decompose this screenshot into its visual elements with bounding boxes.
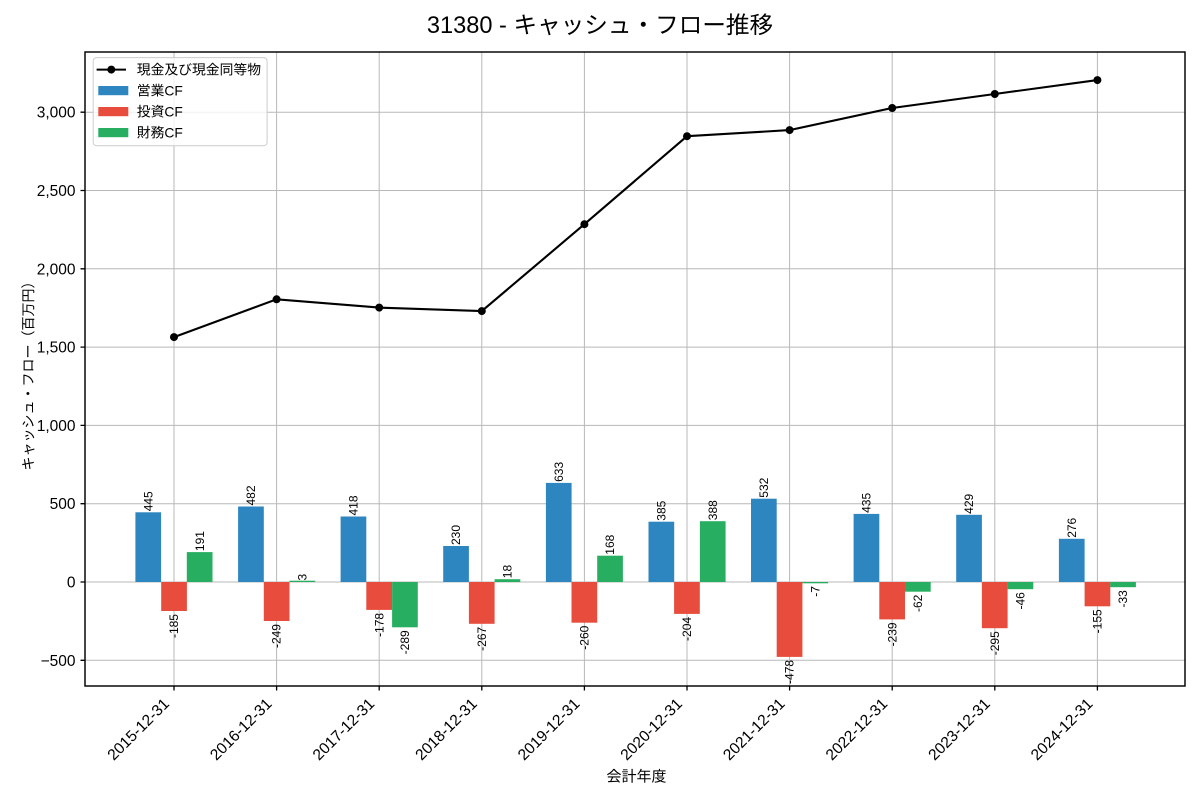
svg-text:385: 385 xyxy=(654,500,668,520)
svg-text:−500: −500 xyxy=(41,653,76,670)
svg-text:-204: -204 xyxy=(680,617,694,641)
svg-text:532: 532 xyxy=(757,477,771,497)
svg-text:445: 445 xyxy=(141,491,155,511)
svg-text:276: 276 xyxy=(1065,517,1079,537)
svg-text:CF: CF xyxy=(164,125,182,140)
svg-text:-267: -267 xyxy=(475,626,489,650)
svg-text:-155: -155 xyxy=(1091,609,1105,633)
svg-text:CF: CF xyxy=(164,104,182,119)
svg-text:500: 500 xyxy=(50,496,76,513)
svg-text:482: 482 xyxy=(244,485,258,505)
svg-text:1,000: 1,000 xyxy=(37,418,76,435)
svg-text:-289: -289 xyxy=(398,630,412,654)
svg-text:2,500: 2,500 xyxy=(37,183,76,200)
svg-text:-185: -185 xyxy=(167,614,181,638)
svg-text:633: 633 xyxy=(552,462,566,482)
svg-text:-178: -178 xyxy=(372,613,386,637)
svg-text:3,000: 3,000 xyxy=(37,105,76,122)
svg-text:-46: -46 xyxy=(1014,592,1028,610)
svg-text:31380 -: 31380 - xyxy=(427,13,507,39)
svg-text:388: 388 xyxy=(706,500,720,520)
svg-text:2,000: 2,000 xyxy=(37,261,76,278)
svg-text:191: 191 xyxy=(193,531,207,551)
svg-text:168: 168 xyxy=(603,534,617,554)
svg-text:-478: -478 xyxy=(783,660,797,684)
svg-text:230: 230 xyxy=(449,525,463,545)
svg-text:-62: -62 xyxy=(911,594,925,612)
svg-text:-249: -249 xyxy=(270,624,284,648)
svg-text:-260: -260 xyxy=(578,625,592,649)
svg-text:-33: -33 xyxy=(1116,590,1130,608)
svg-text:CF: CF xyxy=(164,83,182,98)
svg-text:3: 3 xyxy=(295,574,309,581)
svg-text:418: 418 xyxy=(347,495,361,515)
svg-text:0: 0 xyxy=(67,575,76,592)
svg-text:1,500: 1,500 xyxy=(37,340,76,357)
svg-text:-295: -295 xyxy=(988,631,1002,655)
svg-text:429: 429 xyxy=(962,493,976,513)
svg-text:435: 435 xyxy=(860,493,874,513)
svg-text:18: 18 xyxy=(501,565,515,579)
svg-text:-239: -239 xyxy=(885,622,899,646)
svg-text:-7: -7 xyxy=(808,586,822,597)
